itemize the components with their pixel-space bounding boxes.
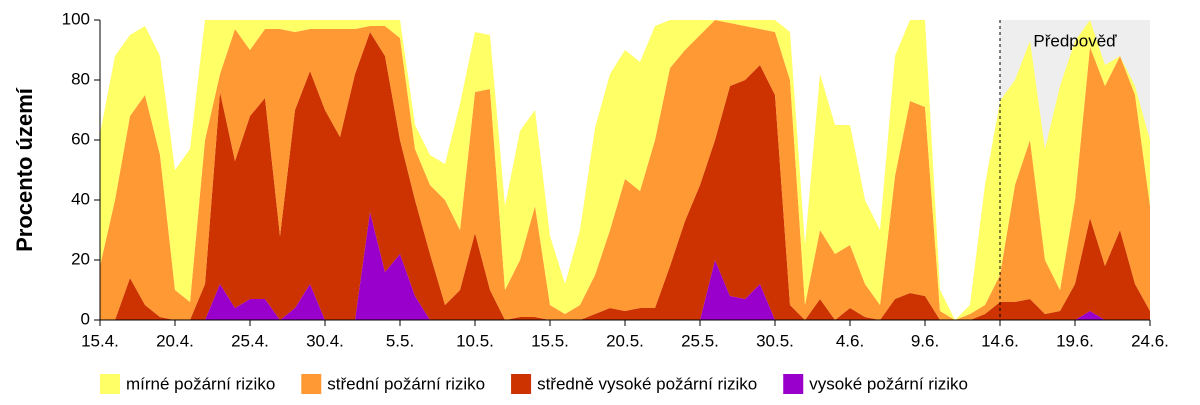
x-tick-label: 24.6. [1131,331,1169,350]
y-tick-label: 80 [71,69,90,88]
area [100,20,1150,320]
y-tick-label: 40 [71,189,90,208]
x-tick-label: 20.4. [156,331,194,350]
legend-item: mírné požární riziko [100,374,275,394]
x-tick-label: 30.5. [756,331,794,350]
area [100,20,1150,320]
legend-label: vysoké požární riziko [809,374,968,393]
legend-item: středně vysoké požární riziko [511,374,757,394]
legend-swatch [301,374,322,394]
x-tick-label: 4.6. [836,331,864,350]
x-tick-label: 15.4. [81,331,119,350]
x-tick-label: 14.6. [981,331,1019,350]
x-tick-label: 20.5. [606,331,644,350]
x-tick-label: 30.4. [306,331,344,350]
legend-item: střední požární riziko [301,374,485,394]
area [100,212,1150,320]
y-tick-label: 0 [81,309,90,328]
legend-swatch [511,374,532,394]
y-tick-label: 60 [71,129,90,148]
legend-item: vysoké požární riziko [783,374,968,394]
legend-swatch [783,374,804,394]
x-tick-label: 9.6. [911,331,939,350]
x-tick-label: 5.5. [386,331,414,350]
x-tick-label: 25.4. [231,331,269,350]
forecast-label: Předpověď [1033,31,1117,50]
legend-label: střední požární riziko [327,374,485,393]
legend-swatch [100,374,120,394]
x-tick-label: 15.5. [531,331,569,350]
x-tick-label: 19.6. [1056,331,1094,350]
y-tick-label: 20 [71,249,90,268]
x-tick-label: 10.5. [456,331,494,350]
legend-label: mírné požární riziko [126,374,275,393]
y-axis-title: Procento území [12,87,37,252]
x-tick-label: 25.5. [681,331,719,350]
area [100,32,1150,320]
legend-label: středně vysoké požární riziko [537,374,757,393]
y-tick-label: 100 [62,9,90,28]
